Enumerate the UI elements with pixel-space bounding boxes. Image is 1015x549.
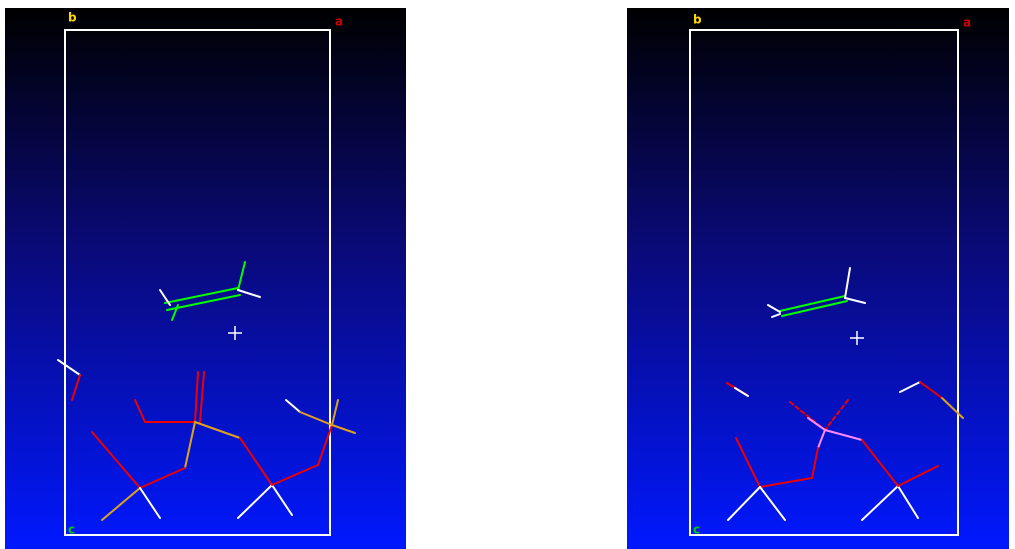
screenshot: b a c — [0, 0, 1015, 549]
viewport — [627, 8, 1009, 549]
axis-label: a — [335, 15, 343, 29]
axis-label: c — [68, 523, 75, 537]
axis-label: b — [693, 13, 702, 27]
left-view: b a c — [5, 8, 406, 549]
right-view: b a c — [627, 8, 1009, 549]
axis-label: c — [693, 523, 700, 537]
axis-label: b — [68, 11, 77, 25]
axis-label: a — [963, 16, 971, 30]
page: b a c — [0, 0, 1015, 549]
